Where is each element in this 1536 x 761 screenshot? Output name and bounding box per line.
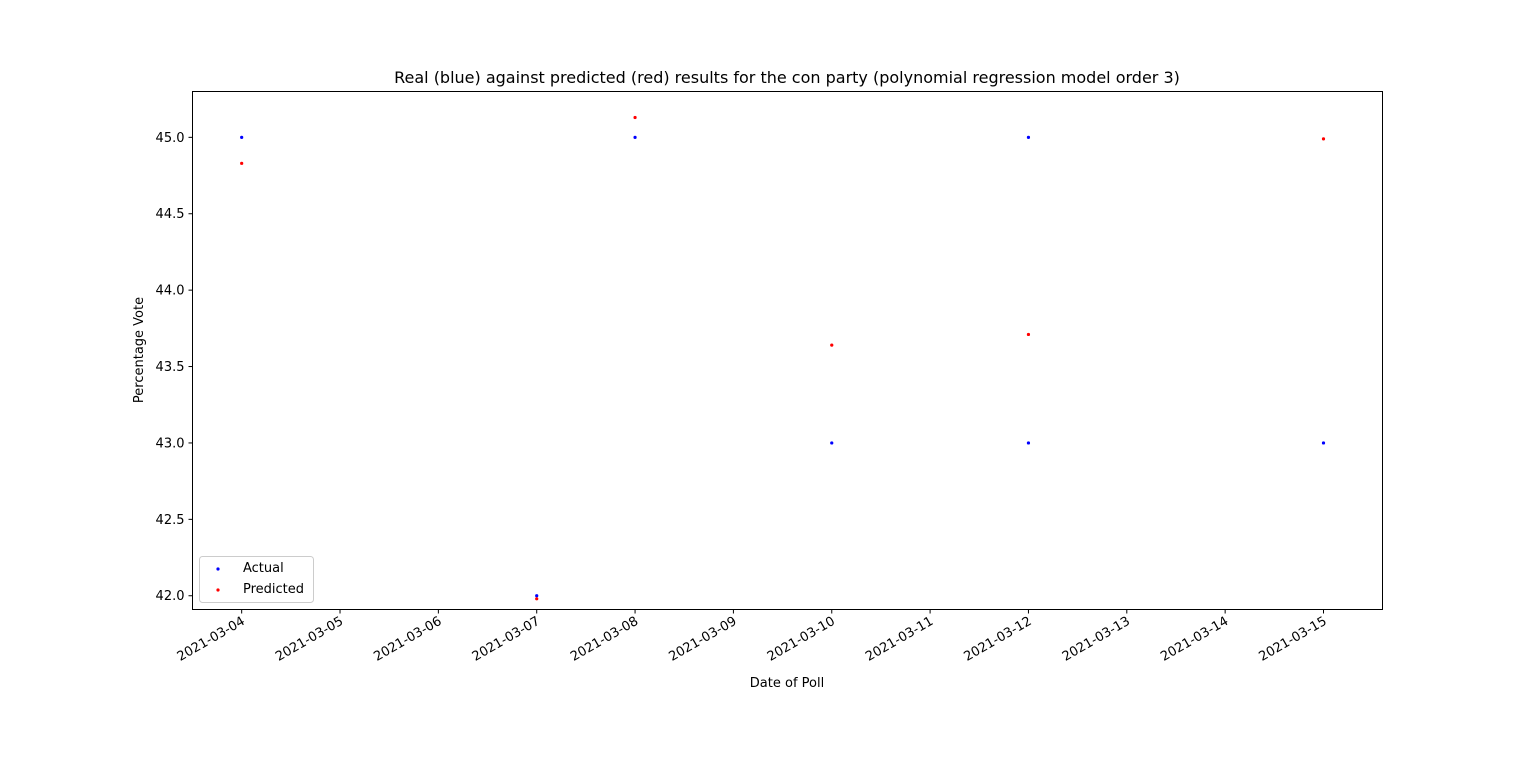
x-tick-label: 2021-03-15 [1257,614,1330,665]
point-predicted [535,597,539,601]
x-tick-label: 2021-03-07 [470,614,543,665]
chart-title: Real (blue) against predicted (red) resu… [394,68,1180,87]
point-predicted [1026,332,1031,337]
y-tick-label: 45.0 [156,131,185,146]
x-tick-label: 2021-03-08 [568,614,641,665]
point-actual [1321,441,1326,445]
point-predicted [240,161,244,165]
legend-box [199,556,314,603]
legend: Actual Predicted [199,556,314,603]
plot-area [192,91,1383,610]
point-actual [240,135,244,139]
point-predicted [633,115,637,120]
x-tick-label: 2021-03-12 [962,614,1035,665]
x-tick-label: 2021-03-11 [863,614,936,665]
point-predicted [830,343,834,347]
y-tick-label: 44.0 [156,284,185,299]
y-tick-label: 44.5 [156,207,185,222]
x-tick-label: 2021-03-13 [1060,614,1133,665]
x-tick-label: 2021-03-06 [371,614,444,665]
x-axis: 2021-03-04 2021-03-05 2021-03-06 2021-03-07… [175,609,1330,665]
point-actual [1026,441,1031,445]
y-axis-title: Percentage Vote [132,297,147,403]
point-actual [1026,135,1031,139]
point-actual [633,135,637,139]
point-actual [535,594,539,598]
x-tick-label: 2021-03-14 [1158,614,1231,665]
y-tick-label: 43.0 [156,436,185,451]
point-actual [830,441,834,445]
data-points [240,115,1326,601]
y-tick-label: 42.5 [156,513,185,528]
x-tick-label: 2021-03-05 [273,614,346,665]
y-tick-label: 43.5 [156,360,185,375]
y-tick-label: 42.0 [156,589,185,604]
legend-marker-predicted [216,588,220,592]
point-predicted [1321,137,1326,141]
x-tick-label: 2021-03-04 [175,614,248,665]
x-tick-label: 2021-03-09 [666,614,739,665]
legend-marker-actual [216,567,220,571]
y-axis: 42.0 42.5 43.0 43.5 44.0 44.5 45.0 [156,131,193,604]
x-tick-label: 2021-03-10 [765,614,838,665]
x-axis-title: Date of Poll [750,676,824,691]
legend-label-predicted: Predicted [243,582,304,597]
legend-label-actual: Actual [243,561,284,576]
